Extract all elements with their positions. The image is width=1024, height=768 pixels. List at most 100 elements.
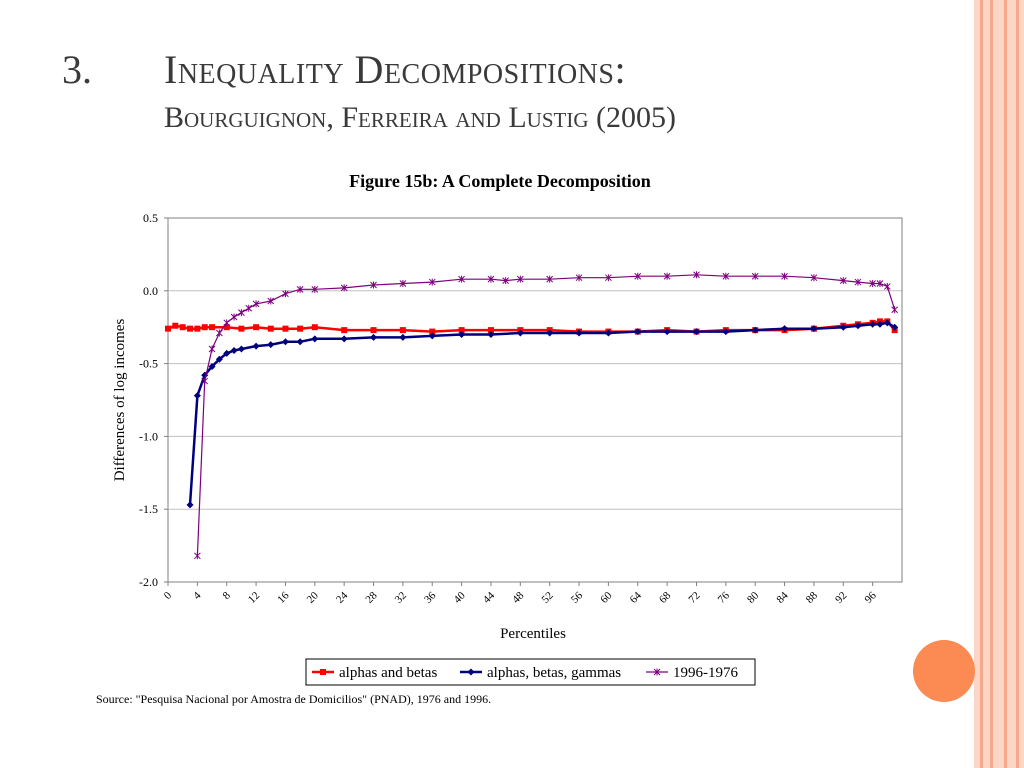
data-point: [487, 327, 494, 334]
x-tick-label: 36: [422, 589, 439, 606]
chart-title: Figure 15b: A Complete Decomposition: [349, 171, 651, 191]
data-point: [201, 324, 208, 331]
x-tick-label: 72: [686, 590, 702, 606]
data-point: [663, 272, 671, 280]
data-point: [230, 346, 238, 354]
legend-label: 1996-1976: [673, 665, 738, 681]
data-point: [428, 332, 436, 340]
x-tick-label: 12: [246, 590, 262, 606]
y-tick-label: -1.0: [139, 429, 158, 443]
x-tick-label: 92: [833, 590, 849, 606]
data-point: [267, 341, 275, 349]
data-point: [810, 274, 818, 282]
data-point: [165, 325, 171, 332]
data-point: [502, 277, 509, 285]
data-point: [201, 377, 209, 385]
series-2: [186, 319, 899, 509]
y-tick-label: 0.0: [143, 284, 158, 298]
x-tick-label: 24: [334, 589, 351, 606]
x-tick-label: 88: [804, 589, 821, 606]
slide-number: 3.: [62, 47, 92, 92]
data-point: [282, 325, 289, 332]
data-point: [428, 278, 436, 286]
data-point: [634, 328, 642, 336]
x-tick-label: 16: [275, 589, 292, 606]
data-point: [282, 290, 289, 298]
data-point: [172, 322, 179, 329]
data-point: [253, 324, 260, 331]
x-tick-label: 0: [162, 589, 175, 602]
data-point: [653, 668, 661, 676]
x-tick-label: 64: [628, 589, 645, 606]
data-point: [340, 335, 348, 343]
decorative-circle: [913, 640, 975, 702]
data-point: [810, 325, 818, 333]
data-point: [722, 328, 730, 336]
data-point: [876, 320, 884, 328]
data-point: [722, 272, 730, 280]
data-point: [487, 275, 495, 283]
data-point: [751, 326, 759, 334]
series-line: [196, 274, 896, 556]
data-point: [487, 330, 495, 338]
data-point: [311, 324, 318, 331]
data-point: [693, 271, 700, 279]
legend-entry: 1996-1976: [646, 665, 738, 681]
data-point: [399, 327, 406, 334]
data-point: [604, 329, 612, 337]
legend-box: [305, 658, 756, 686]
data-point: [238, 325, 245, 332]
data-point: [341, 327, 348, 334]
x-tick-label: 96: [862, 589, 879, 606]
data-point: [252, 300, 260, 308]
data-point: [854, 278, 862, 286]
series-layer: [165, 271, 899, 560]
data-point: [605, 274, 612, 282]
data-point: [399, 333, 407, 341]
x-tick-label: 8: [220, 589, 233, 602]
data-point: [238, 309, 245, 317]
data-point: [296, 338, 304, 346]
x-axis: 0 4 8 12 16 20 24 28 32 36 40 44 48 52 56 60 64 68 72 76 80 8…: [162, 582, 879, 606]
x-tick-label: 32: [393, 590, 409, 606]
data-point: [869, 320, 877, 328]
slide-subtitle: Bourguignon, Ferreira and Lustig (2005): [164, 101, 676, 134]
data-point: [546, 275, 554, 283]
x-tick-label: 76: [716, 589, 733, 606]
data-point: [209, 324, 216, 331]
data-point: [546, 329, 554, 337]
data-point: [340, 284, 348, 292]
data-point: [370, 281, 377, 289]
data-point: [208, 363, 216, 371]
data-point: [891, 323, 899, 331]
data-point: [230, 313, 238, 321]
data-point: [252, 342, 260, 350]
data-point: [179, 324, 186, 331]
data-point: [194, 325, 201, 332]
data-point: [223, 319, 231, 327]
data-point: [297, 325, 304, 332]
series-3: [194, 271, 899, 560]
x-tick-label: 44: [481, 589, 498, 606]
data-point: [215, 355, 223, 363]
y-tick-label: -1.5: [139, 502, 158, 516]
data-point: [663, 328, 671, 336]
x-tick-label: 28: [363, 589, 380, 606]
data-point: [467, 668, 475, 676]
data-point: [223, 349, 231, 357]
data-point: [458, 327, 465, 334]
data-point: [194, 552, 201, 560]
slide-title: Inequality Decompositions:: [164, 47, 627, 92]
y-tick-label: -2.0: [139, 575, 158, 589]
data-point: [516, 275, 524, 283]
x-tick-label: 52: [540, 590, 556, 606]
data-point: [839, 277, 847, 285]
data-point: [208, 345, 216, 353]
data-point: [869, 280, 876, 288]
data-point: [692, 328, 700, 336]
data-point: [223, 324, 230, 331]
data-point: [311, 335, 319, 343]
data-point: [458, 275, 465, 283]
legend-entry: alphas, betas, gammas: [460, 665, 621, 681]
